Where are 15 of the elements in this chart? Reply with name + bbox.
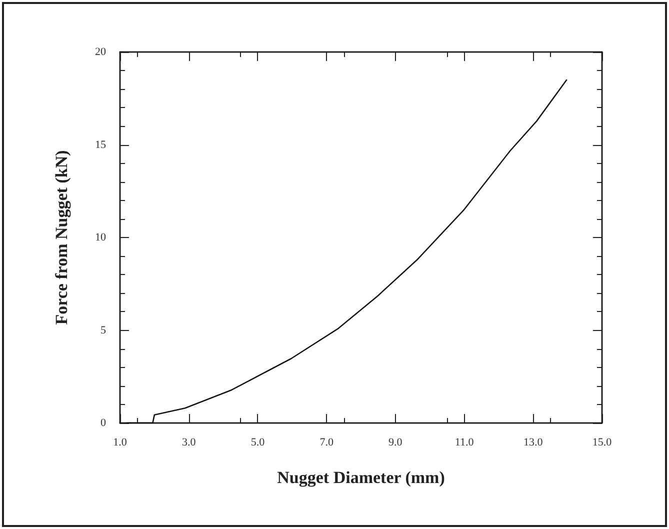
x-tick-label: 5.0: [250, 436, 266, 448]
x-tick-label: 11.0: [454, 436, 474, 448]
y-tick-label: 5: [100, 324, 106, 336]
x-tick-label: 1.0: [113, 436, 128, 448]
x-tick-label: 15.0: [592, 436, 612, 448]
x-tick-label: 7.0: [320, 436, 334, 448]
x-tick-label: 9.0: [388, 436, 403, 448]
y-tick-label: 10: [95, 232, 106, 244]
x-axis-title: Nugget Diameter (mm): [277, 468, 445, 487]
x-tick-label: 13.0: [524, 436, 544, 448]
y-axis-title: Force from Nugget (kN): [52, 150, 71, 325]
y-tick-label: 20: [95, 46, 106, 58]
y-tick-label: 0: [100, 417, 106, 429]
x-tick-label: 3.0: [182, 436, 196, 448]
y-tick-label: 15: [95, 138, 106, 151]
